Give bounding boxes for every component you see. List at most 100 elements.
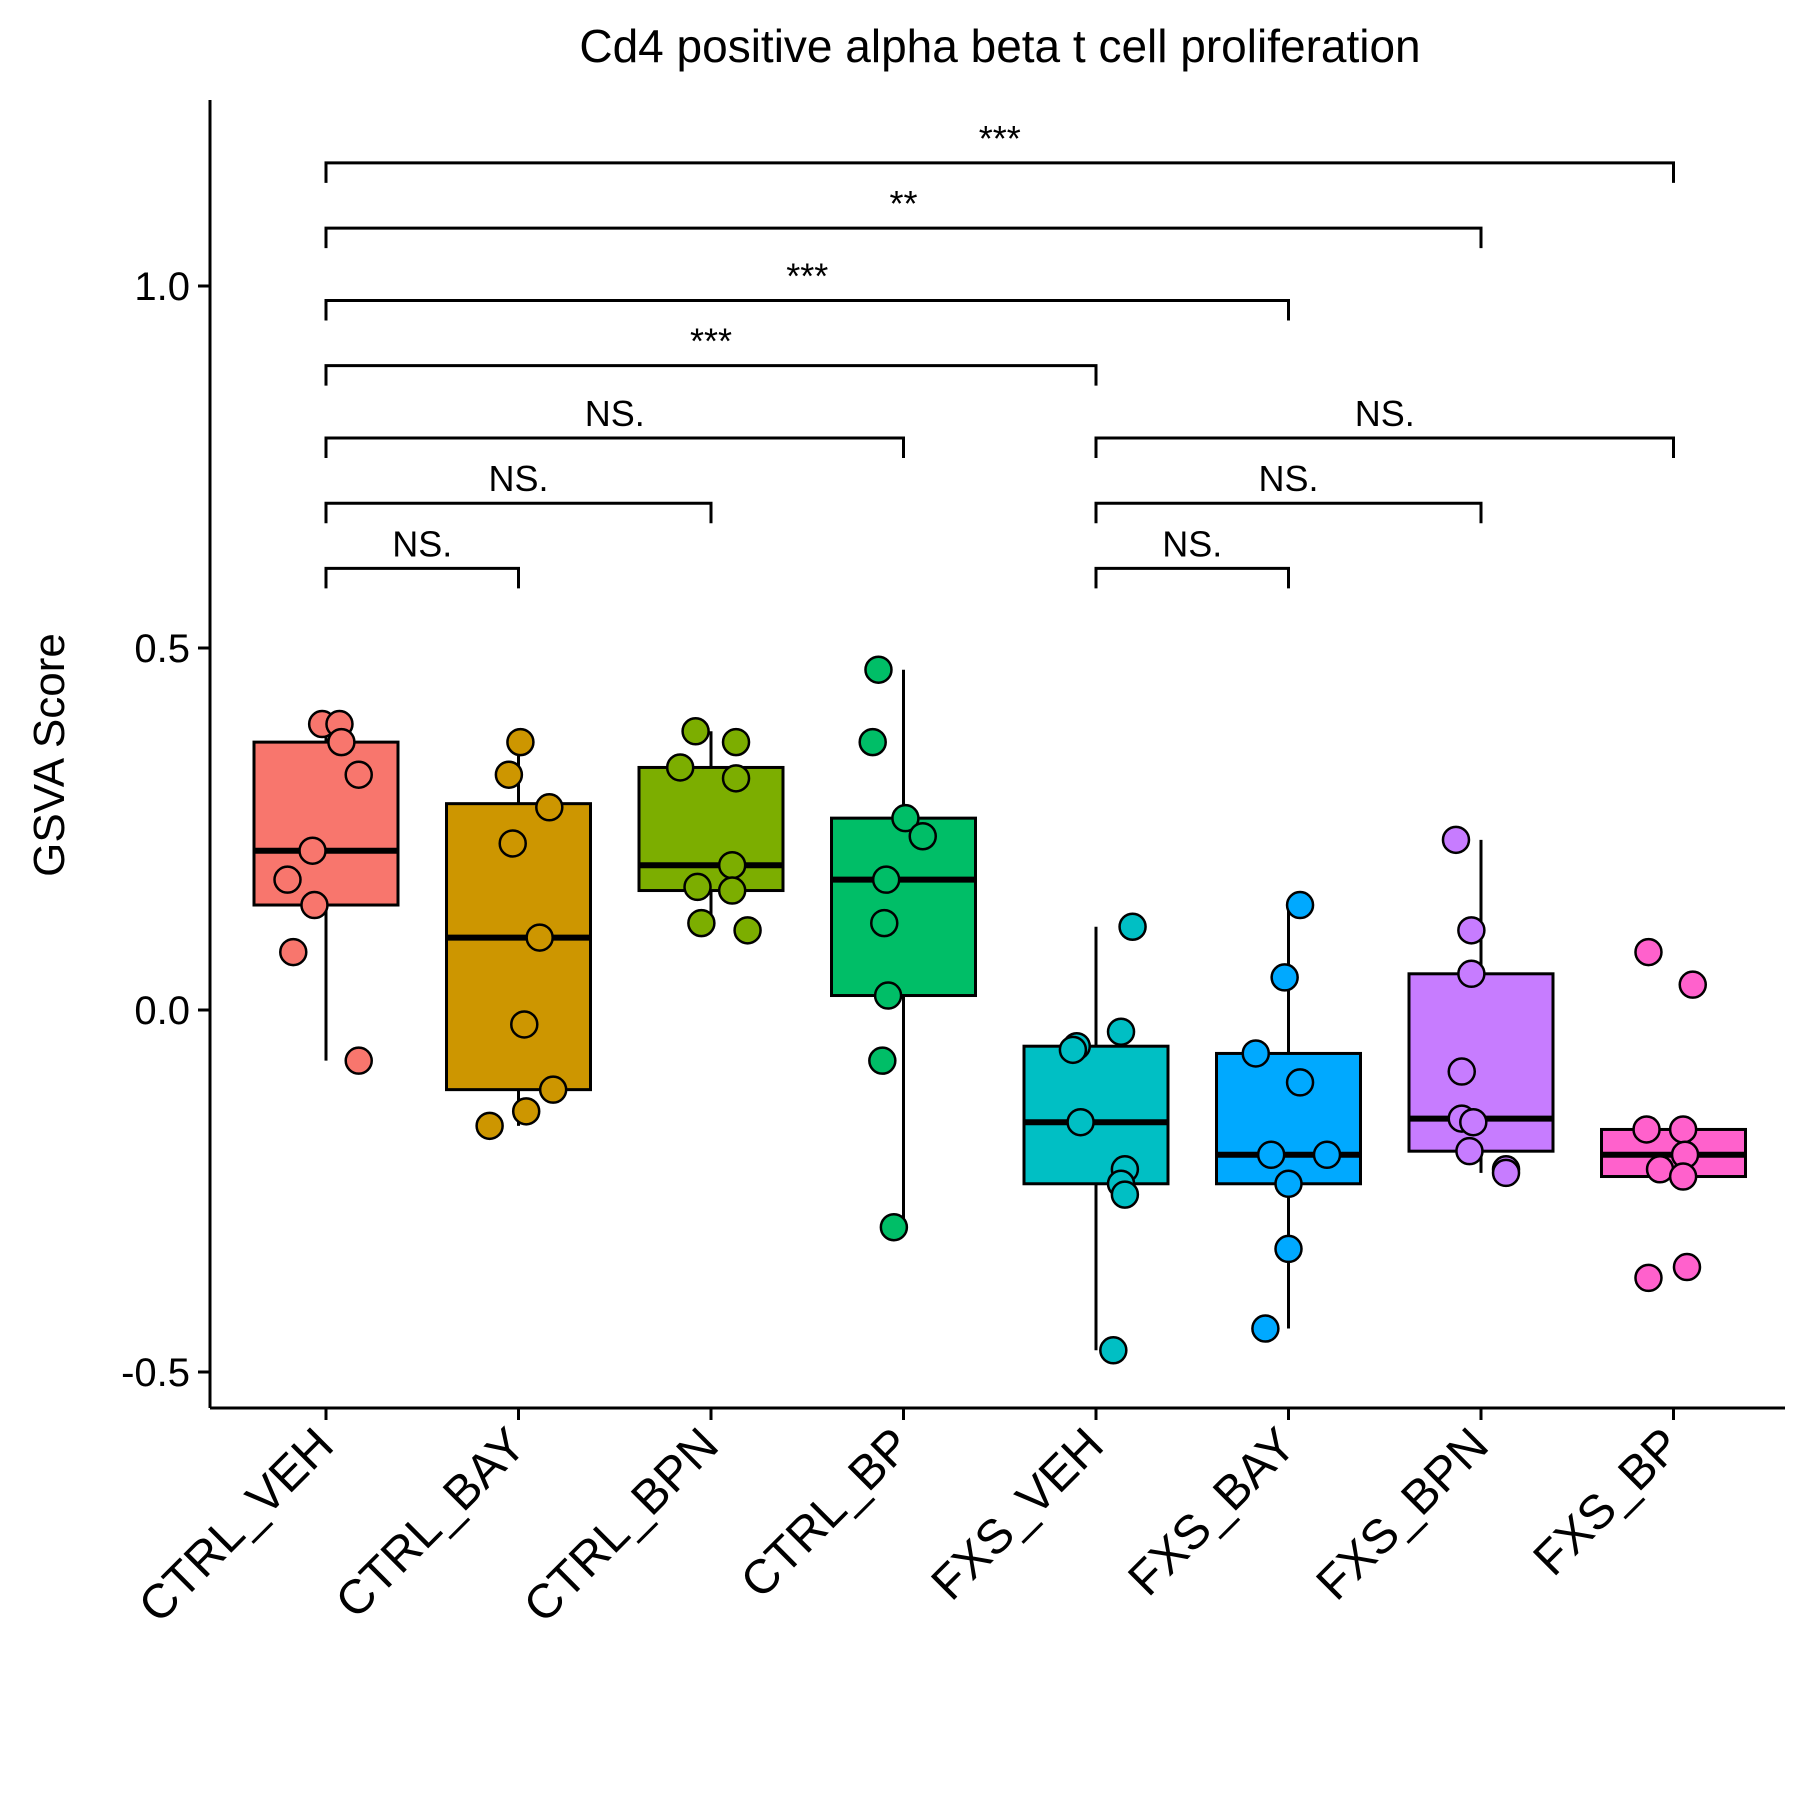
data-point [1106, 1017, 1136, 1046]
data-point [1634, 1263, 1663, 1293]
data-point [1066, 1107, 1095, 1137]
data-point [298, 836, 327, 865]
x-tick-label: FXS_BAY [1119, 1418, 1307, 1606]
data-point [733, 916, 762, 945]
data-point [1110, 1180, 1140, 1209]
significance-label: ** [889, 183, 917, 224]
data-point [1491, 1158, 1521, 1188]
data-point [1668, 1115, 1698, 1144]
x-tick-label: FXS_BP [1524, 1418, 1692, 1586]
significance-bracket [324, 501, 713, 524]
data-point [1285, 890, 1315, 920]
data-point [1118, 912, 1147, 941]
significance-bracket [324, 436, 905, 459]
data-point [1270, 963, 1299, 992]
data-point [1678, 970, 1707, 999]
data-point [1312, 1140, 1342, 1170]
x-tick-label: CTRL_VEH [129, 1418, 344, 1633]
significance-bracket [1094, 436, 1675, 459]
significance-label: NS. [392, 523, 452, 564]
data-point [538, 1075, 568, 1104]
data-point [1058, 1035, 1088, 1065]
significance-label: *** [690, 321, 732, 362]
significance-label: *** [786, 255, 828, 296]
data-point [535, 793, 564, 822]
significance-label: NS. [1355, 393, 1415, 434]
data-point [1447, 1057, 1476, 1086]
y-axis-label: GSVA Score [25, 633, 74, 877]
data-point [498, 829, 527, 858]
box-ctrl-bay [445, 802, 592, 1092]
data-point [665, 753, 695, 782]
data-point [511, 1097, 541, 1126]
data-point [506, 727, 535, 757]
data-point [871, 865, 901, 894]
significance-bracket [1094, 501, 1483, 524]
box-fxs-veh [1022, 1044, 1170, 1186]
significance-label: NS. [1258, 458, 1318, 499]
significance-bracket [324, 364, 1098, 386]
data-point [273, 865, 302, 894]
data-points [273, 655, 1707, 1365]
data-point [683, 872, 712, 902]
data-point [868, 1046, 897, 1075]
data-point [1672, 1252, 1702, 1282]
significance-bracket [324, 298, 1290, 321]
data-point [717, 850, 747, 880]
data-point [1632, 1115, 1661, 1144]
data-point [525, 923, 554, 952]
data-point [864, 655, 893, 684]
data-point [721, 764, 751, 793]
box-series [252, 669, 1747, 1351]
data-point [891, 803, 920, 833]
significance-label: *** [979, 118, 1021, 159]
data-point [494, 760, 524, 789]
significance-bracket [324, 161, 1675, 183]
data-point [721, 727, 751, 757]
chart-title: Cd4 positive alpha beta t cell prolifera… [579, 20, 1420, 72]
x-tick-label: CTRL_BP [731, 1418, 921, 1608]
data-point [1457, 916, 1486, 945]
data-point [1251, 1314, 1280, 1343]
data-point [1634, 937, 1663, 967]
y-tick-label: 1.0 [134, 265, 190, 309]
data-point [300, 890, 329, 920]
data-point [870, 908, 899, 938]
x-tick-label: FXS_VEH [922, 1418, 1114, 1610]
data-point [1274, 1169, 1303, 1199]
data-point [908, 821, 937, 851]
data-point [1457, 959, 1486, 989]
data-point [1441, 825, 1471, 855]
data-point [681, 717, 710, 746]
significance-label: NS. [1162, 523, 1222, 564]
data-point [1668, 1162, 1698, 1191]
significance-bracket [1094, 566, 1290, 589]
data-point [510, 1010, 539, 1039]
data-point [1256, 1140, 1286, 1170]
data-point [1455, 1136, 1484, 1166]
significance-label: NS. [585, 393, 645, 434]
significance-bracket [324, 566, 520, 589]
significance-label: NS. [488, 458, 548, 499]
y-tick-label: 0.0 [134, 989, 190, 1033]
x-tick-label: CTRL_BAY [326, 1418, 536, 1628]
x-tick-label: CTRL_BPN [514, 1418, 729, 1633]
y-tick-label: 0.5 [134, 627, 190, 671]
data-point [344, 760, 373, 789]
box-ctrl-veh [252, 740, 400, 907]
data-point [858, 727, 887, 757]
data-point [344, 1046, 373, 1075]
data-point [279, 937, 308, 967]
data-point [687, 908, 716, 938]
data-point [1459, 1107, 1488, 1137]
x-tick-label: FXS_BPN [1307, 1418, 1499, 1610]
box-ctrl-bp [830, 816, 977, 998]
significance-brackets: NS.NS.NS.***********NS.NS.NS. [324, 118, 1675, 589]
box-ctrl-bpn [637, 765, 785, 893]
data-point [717, 876, 747, 905]
data-point [475, 1111, 504, 1141]
data-point [873, 981, 903, 1010]
data-point [879, 1212, 909, 1242]
data-point [1274, 1234, 1303, 1264]
data-point [327, 727, 356, 757]
